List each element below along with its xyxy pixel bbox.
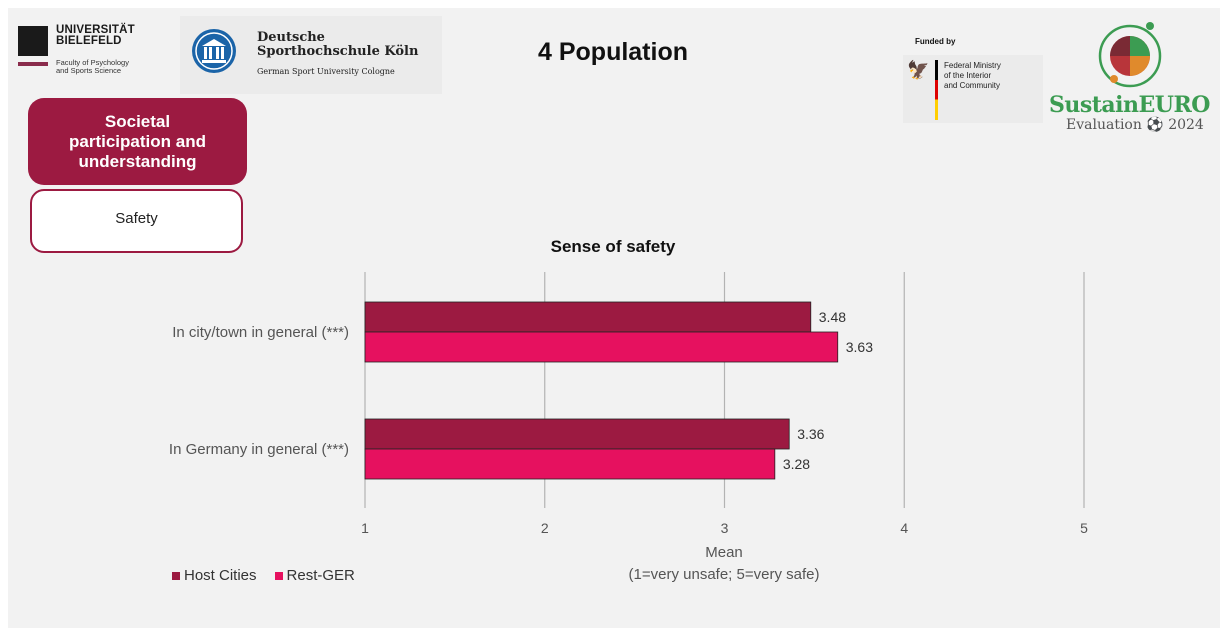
- bar-host: [364, 301, 812, 333]
- ministry-line1: Federal Ministry: [944, 61, 1001, 70]
- bar-host: [364, 418, 790, 450]
- x-tick-label: 2: [541, 520, 549, 536]
- x-tick-label: 1: [361, 520, 369, 536]
- dshs-name-line1: Deutsche: [257, 30, 325, 45]
- category-label: In Germany in general (***): [169, 441, 349, 458]
- chart-title: Sense of safety: [550, 237, 676, 256]
- federal-eagle-icon: 🦅: [907, 60, 930, 80]
- uni-name-line2: BIELEFELD: [56, 35, 122, 47]
- sustaineuro-subtitle: Evaluation ⚽ 2024: [1066, 117, 1204, 133]
- dshs-columns-icon: [191, 28, 237, 79]
- funded-by-label: Funded by: [915, 37, 956, 46]
- data-label: 3.63: [846, 339, 873, 355]
- data-label: 3.36: [797, 426, 824, 442]
- ministry-name: Federal Ministry of the Interior and Com…: [944, 61, 1001, 91]
- x-tick-label: 5: [1080, 520, 1088, 536]
- uni-bielefeld-name: UNIVERSITÄT BIELEFELD: [56, 24, 135, 47]
- uni-bielefeld-logo-mark: [18, 26, 48, 56]
- legend-label-rest: Rest-GER: [286, 567, 355, 584]
- x-tick-label: 4: [900, 520, 908, 536]
- legend-item-host: Host Cities: [172, 567, 257, 584]
- x-tick-label: 3: [721, 520, 729, 536]
- dshs-subtitle: German Sport University Cologne: [257, 67, 395, 76]
- sustaineuro-name: SustainEURO: [1049, 92, 1210, 118]
- uni-bielefeld-accent-bar: [18, 62, 48, 66]
- uni-name-line1: UNIVERSITÄT: [56, 24, 135, 36]
- data-label: 3.28: [783, 456, 810, 472]
- bar-rest: [364, 331, 839, 363]
- legend-item-rest: Rest-GER: [274, 567, 355, 584]
- subcategory-badge: Safety: [30, 189, 243, 253]
- x-axis-label-note: (1=very unsafe; 5=very safe): [629, 566, 820, 583]
- uni-faculty-line1: Faculty of Psychology: [56, 58, 129, 67]
- page-title: 4 Population: [538, 38, 688, 66]
- legend-label-host: Host Cities: [184, 567, 257, 584]
- category-badge: Societal participation and understanding: [28, 98, 247, 185]
- sustaineuro-logo-icon: [1090, 14, 1170, 92]
- ministry-line3: and Community: [944, 81, 1001, 90]
- category-label: In city/town in general (***): [172, 324, 349, 341]
- german-flag-stripe: [935, 60, 938, 120]
- dshs-name-line2: Sporthochschule Köln: [257, 44, 419, 59]
- ministry-line2: of the Interior: [944, 71, 992, 80]
- legend-swatch-host: [172, 571, 180, 580]
- chart-legend: Host Cities Rest-GER: [172, 567, 355, 584]
- uni-faculty-line2: and Sports Science: [56, 66, 122, 75]
- x-axis-label: Mean: [705, 544, 743, 561]
- ministry-logo-panel: [903, 55, 1043, 123]
- uni-faculty: Faculty of Psychology and Sports Science: [56, 59, 129, 75]
- legend-swatch-rest: [274, 571, 283, 580]
- bar-rest: [364, 448, 776, 480]
- data-label: 3.48: [819, 309, 846, 325]
- dshs-name: Deutsche Sporthochschule Köln: [257, 31, 418, 59]
